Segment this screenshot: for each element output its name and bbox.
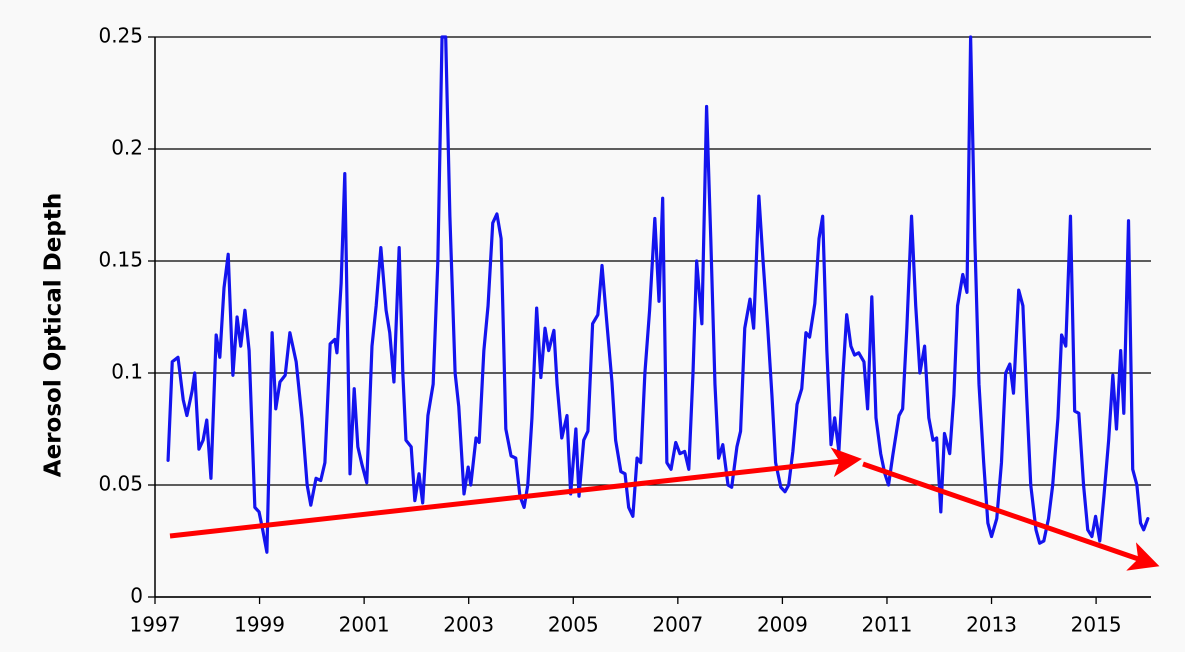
y-tick-label: 0.05: [98, 472, 143, 496]
x-tick-label: 2013: [966, 613, 1017, 637]
x-tick-label: 2007: [652, 613, 703, 637]
x-tick-label: 2005: [548, 613, 599, 637]
x-tick-label: 2003: [443, 613, 494, 637]
x-tick-label: 2001: [339, 613, 390, 637]
x-tick-label: 2009: [757, 613, 808, 637]
y-axis-title: Aerosol Optical Depth: [41, 193, 67, 477]
y-tick-label: 0.15: [98, 248, 143, 272]
trend-arrow: [169, 447, 862, 539]
data-line: [166, 35, 1150, 554]
x-tick-label: 2011: [862, 613, 913, 637]
y-tick-label: 0.25: [98, 24, 143, 48]
y-tick-label: 0.2: [111, 136, 143, 160]
trend-arrows: [169, 447, 1160, 571]
x-tick-label: 1999: [234, 613, 285, 637]
series: [166, 35, 1150, 554]
y-tick-label: 0.1: [111, 360, 143, 384]
y-tick-label: 0: [130, 584, 143, 608]
axes: 0 0.05 0.1 0.15 0.2 0.25 1997 1999 2001 2003 2005 2…: [98, 24, 1151, 637]
trend-arrow: [862, 461, 1160, 571]
x-tick-label: 1997: [130, 613, 181, 637]
x-tick-label: 2015: [1071, 613, 1122, 637]
